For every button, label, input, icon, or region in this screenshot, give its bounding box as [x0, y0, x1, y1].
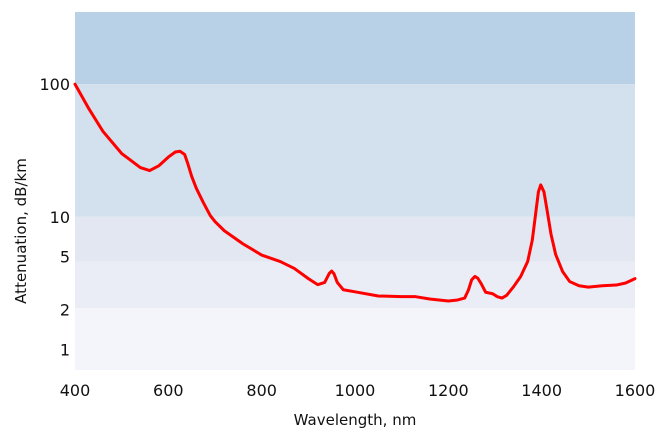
y-tick-label: 5 — [60, 248, 70, 267]
y-axis-title: Attenuation, dB/km — [12, 158, 30, 304]
x-axis-title: Wavelength, nm — [294, 411, 417, 429]
x-tick-label: 800 — [246, 381, 277, 400]
series-line-0 — [73, 82, 637, 303]
background-band-2 — [75, 216, 635, 262]
axis-ticks: 400 600 800 1000 1200 1400 1600 1 2 5 10 100 — [39, 75, 655, 400]
x-tick-label: 1200 — [428, 381, 469, 400]
x-tick-label: 400 — [60, 381, 91, 400]
background-band-4 — [75, 308, 635, 370]
series-layer — [73, 82, 637, 303]
x-tick-label: 1000 — [335, 381, 376, 400]
x-tick-label: 600 — [153, 381, 184, 400]
y-tick-label: 10 — [50, 208, 70, 227]
y-tick-label: 2 — [60, 301, 70, 320]
background-band-0 — [75, 12, 635, 85]
background-band-3 — [75, 261, 635, 309]
background-band-1 — [75, 84, 635, 217]
x-tick-label: 1400 — [521, 381, 562, 400]
x-tick-label: 1600 — [615, 381, 656, 400]
background-bands — [75, 12, 635, 370]
y-tick-label: 1 — [60, 340, 70, 359]
y-tick-label: 100 — [39, 75, 70, 94]
